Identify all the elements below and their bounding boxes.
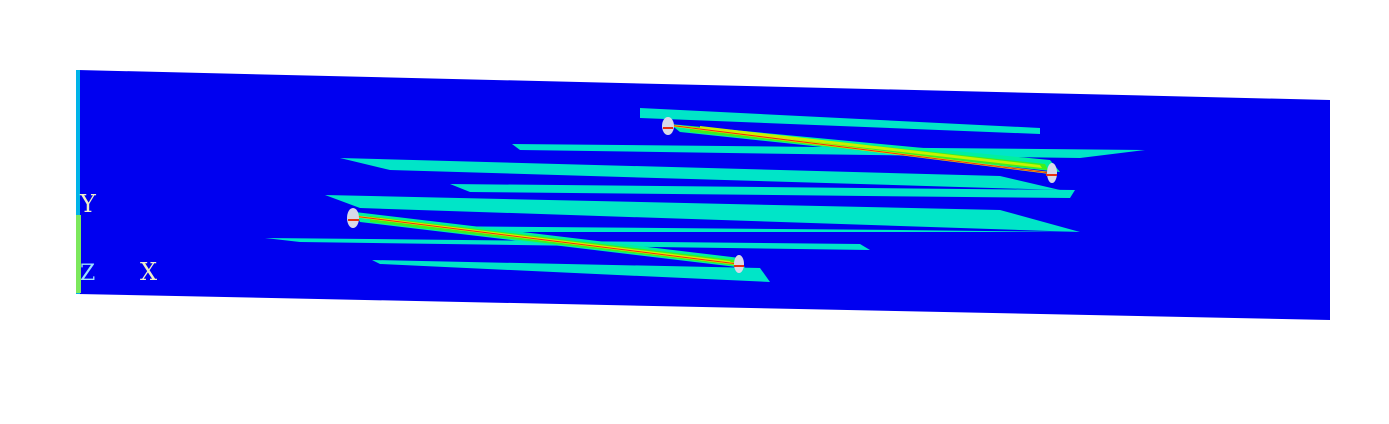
left-edge-strip xyxy=(76,70,80,294)
crack-upper-core xyxy=(667,124,1051,174)
crack-tip-upper-left xyxy=(662,117,674,135)
crack-tip-lower-left xyxy=(347,208,359,228)
band-outer-3 xyxy=(340,158,1060,190)
band-outer-1 xyxy=(640,108,1040,134)
band-core-1 xyxy=(700,126,1042,168)
band-outer-4 xyxy=(450,184,1075,198)
left-edge-glow xyxy=(76,215,81,293)
axis-label-z: Z xyxy=(80,261,95,286)
specimen-body xyxy=(78,70,1330,320)
axis-label-y: Y xyxy=(79,190,97,218)
band-outer-7 xyxy=(372,260,770,282)
coordinate-triad: Y Z X xyxy=(79,190,157,286)
crack-lower-core xyxy=(352,215,739,265)
crack-tip-upper-right xyxy=(1046,163,1057,183)
axis-label-x: X xyxy=(140,258,157,286)
crack-tip-lower-right xyxy=(734,255,744,273)
band-outer-8 xyxy=(420,226,1070,232)
band-outer-5 xyxy=(325,195,1080,232)
